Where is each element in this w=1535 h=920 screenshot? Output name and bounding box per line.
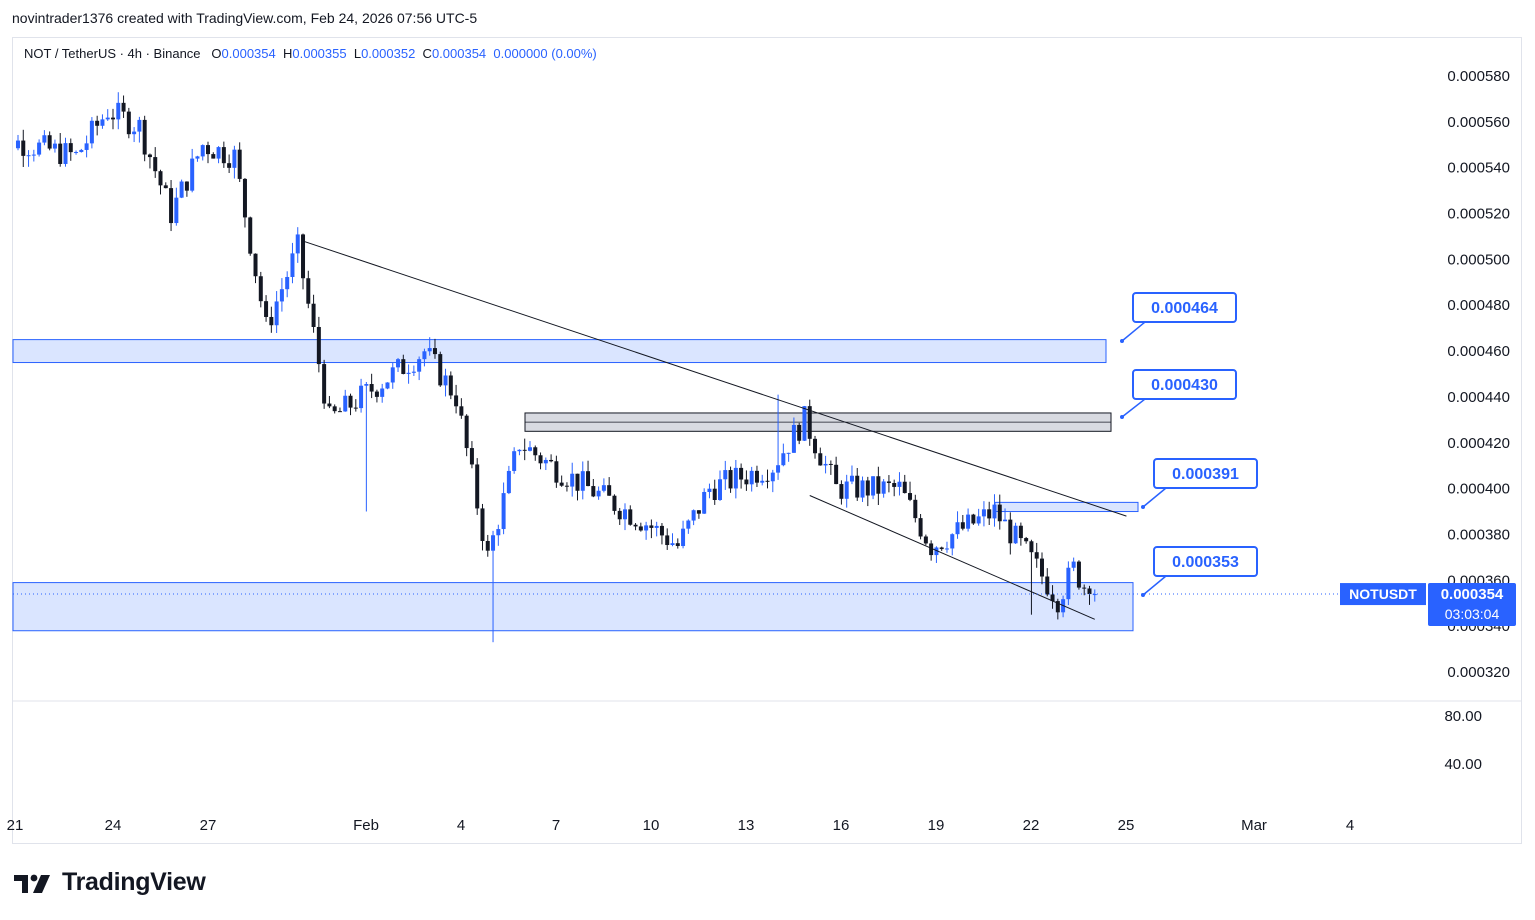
change-value: 0.000000 (0.00%): [493, 46, 597, 61]
high-label: H: [282, 46, 293, 61]
close-label: C: [422, 46, 432, 61]
tradingview-logo-icon: [14, 874, 50, 893]
tradingview-logo[interactable]: TradingView: [14, 868, 206, 897]
tradingview-brand-text: TradingView: [62, 868, 206, 896]
low-label: L: [353, 46, 362, 61]
close-value: 0.000354: [431, 46, 487, 61]
symbol-label[interactable]: NOT / TetherUS · 4h · Binance: [24, 46, 201, 61]
chart-legend: NOT / TetherUS · 4h · Binance O0.000354 …: [24, 46, 597, 61]
high-value: 0.000355: [292, 46, 347, 61]
open-label: O: [211, 46, 222, 61]
open-value: 0.000354: [221, 46, 276, 61]
attribution-text: novintrader1376 created with TradingView…: [12, 10, 478, 26]
chart-frame: [12, 37, 1522, 844]
low-value: 0.000352: [361, 46, 416, 61]
